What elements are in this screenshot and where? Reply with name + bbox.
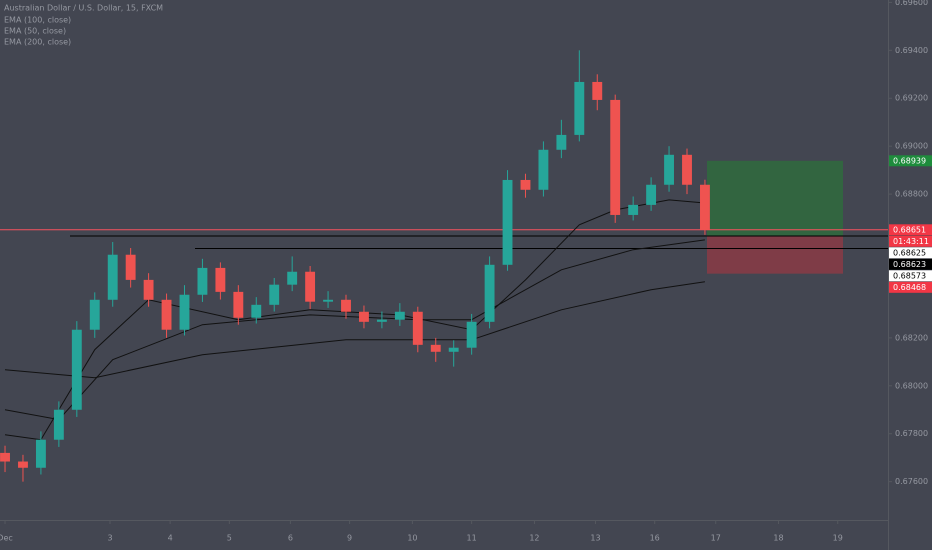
- candle-body: [215, 267, 226, 292]
- candle-body: [664, 154, 674, 185]
- ema-line: [4, 281, 705, 379]
- candle-body: [107, 254, 118, 300]
- price-label: 0.68939: [893, 156, 926, 165]
- candle-body: [71, 329, 82, 410]
- legend-entry: EMA (200, close): [4, 38, 71, 47]
- x-tick-label: 11: [467, 534, 477, 543]
- candle-body: [125, 254, 136, 280]
- y-tick-label: 0.69000: [895, 142, 928, 151]
- candle-body: [646, 184, 657, 205]
- x-tick-label: 5: [227, 534, 232, 543]
- x-tick-label: 3: [107, 534, 112, 543]
- candle-body: [376, 319, 387, 322]
- price-label: 0.68623: [893, 260, 926, 269]
- candle-body: [466, 321, 477, 348]
- candle-body: [233, 291, 244, 318]
- price-label-bg: [889, 258, 932, 270]
- candle-body: [394, 311, 405, 320]
- candle-body: [556, 134, 567, 150]
- candle-body: [700, 184, 710, 230]
- chart-title: Australian Dollar / U.S. Dollar, 15, FXC…: [4, 4, 163, 13]
- y-tick-label: 0.67600: [895, 477, 928, 486]
- x-tick-label: 6: [288, 534, 293, 543]
- y-tick-label: 0.68000: [895, 381, 928, 390]
- price-label-bg: [889, 270, 932, 282]
- countdown-bg: [889, 235, 932, 247]
- candle-body: [0, 452, 10, 462]
- candle-body: [35, 439, 46, 468]
- candle-body: [143, 279, 154, 300]
- y-tick-label: 0.68200: [895, 333, 928, 342]
- price-label-bg: [889, 224, 932, 236]
- x-tick-label: 12: [529, 534, 539, 543]
- legend-entry: EMA (50, close): [4, 27, 66, 36]
- x-tick-label: 9: [347, 534, 352, 543]
- price-label: 0.68573: [893, 271, 926, 280]
- price-label-bg: [889, 247, 932, 259]
- x-tick-label: 17: [711, 534, 721, 543]
- price-label: 0.68625: [893, 248, 926, 257]
- candle-body: [502, 179, 513, 265]
- candle-body: [305, 271, 316, 302]
- candle-body: [269, 284, 280, 305]
- x-tick-label: 13: [590, 534, 600, 543]
- candle-body: [682, 154, 692, 185]
- candle-body: [161, 299, 172, 330]
- candle-body: [574, 81, 585, 135]
- legend-entry: EMA (100, close): [4, 16, 71, 25]
- candle-body: [628, 204, 639, 215]
- candle-body: [18, 461, 28, 468]
- price-label: 0.68651: [893, 225, 926, 234]
- candle-body: [341, 299, 351, 312]
- candle-body: [179, 294, 190, 330]
- candle-body: [89, 299, 100, 330]
- x-tick-label: 4: [168, 534, 173, 543]
- x-tick-label: 19: [833, 534, 843, 543]
- y-tick-label: 0.69400: [895, 46, 928, 55]
- candle-body: [430, 344, 441, 352]
- countdown: 01:43:11: [893, 237, 929, 246]
- stop-zone: [707, 236, 843, 274]
- candle-body: [412, 311, 423, 345]
- x-tick-label: 16: [650, 534, 660, 543]
- candle-body: [448, 347, 459, 352]
- candle-body: [520, 179, 531, 190]
- target-zone: [707, 160, 843, 237]
- price-label: 0.68468: [893, 283, 926, 292]
- candle-body: [53, 409, 64, 440]
- x-tick-label: Dec: [0, 534, 13, 543]
- candle-body: [484, 264, 495, 322]
- y-tick-label: 0.68800: [895, 190, 928, 199]
- candle-body: [287, 271, 298, 285]
- price-label-bg: [889, 155, 932, 167]
- candle-body: [251, 304, 262, 318]
- y-tick-label: 0.67800: [895, 429, 928, 438]
- candle-body: [197, 267, 208, 295]
- candle-body: [538, 149, 549, 190]
- y-tick-label: 0.69200: [895, 94, 928, 103]
- x-tick-label: 18: [773, 534, 783, 543]
- candle-body: [592, 81, 603, 100]
- price-label-bg: [889, 281, 932, 293]
- candle-body: [323, 299, 333, 302]
- x-tick-label: 10: [407, 534, 417, 543]
- y-tick-label: 0.69600: [895, 0, 928, 7]
- candle-body: [359, 311, 369, 322]
- candle-body: [610, 99, 621, 215]
